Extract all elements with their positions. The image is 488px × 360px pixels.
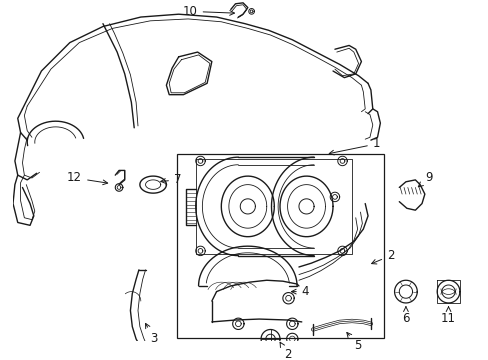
- Bar: [320, 322, 325, 328]
- Text: 12: 12: [67, 171, 107, 185]
- Bar: [328, 322, 334, 328]
- Bar: [348, 322, 354, 328]
- Text: 10: 10: [183, 5, 234, 18]
- Text: 3: 3: [145, 323, 157, 346]
- Text: 8: 8: [0, 359, 1, 360]
- Text: 11: 11: [440, 307, 455, 325]
- Bar: [358, 322, 364, 328]
- Text: 2: 2: [280, 342, 291, 360]
- Text: 6: 6: [401, 307, 409, 325]
- Text: 5: 5: [346, 333, 361, 352]
- Bar: [177, 154, 384, 338]
- Text: 7: 7: [161, 174, 181, 186]
- Text: 9: 9: [417, 171, 431, 187]
- Text: 4: 4: [291, 285, 308, 298]
- Bar: [338, 322, 344, 328]
- Text: 2: 2: [371, 249, 394, 264]
- Text: 1: 1: [328, 138, 380, 155]
